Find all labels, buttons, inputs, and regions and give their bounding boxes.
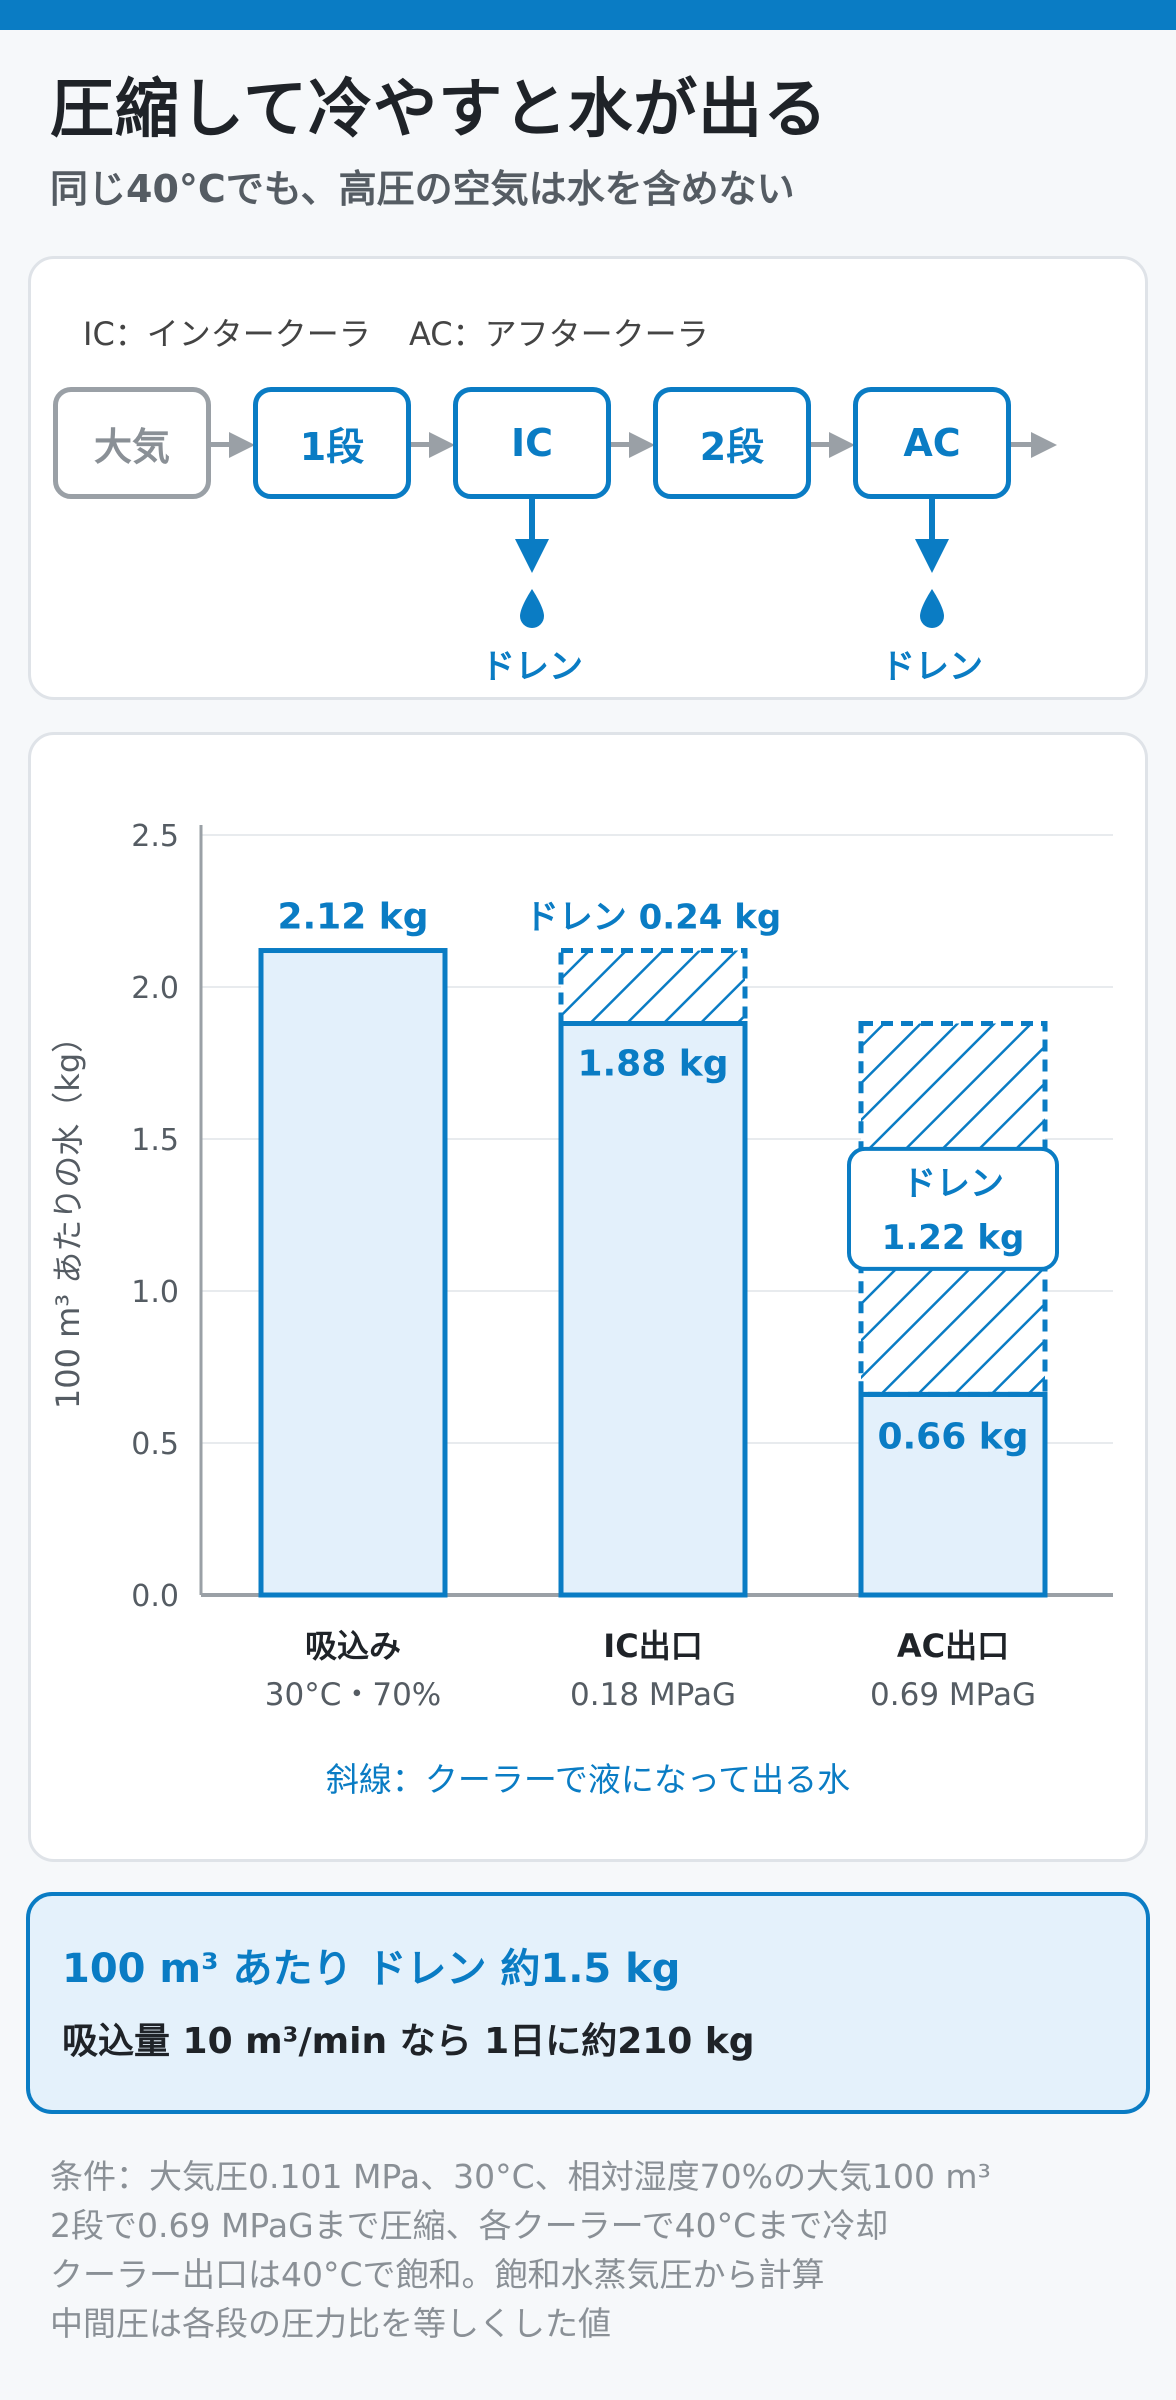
flow-arrow-head-3 [629,432,655,458]
y-axis-label: 100 m³ あたりの水（kg） [49,1021,87,1409]
value-label: 1.88 kg [577,1043,728,1084]
flow-arrow-1 [211,442,233,447]
flow-arrow-2 [411,442,433,447]
y-tick-label: 1.0 [131,1275,179,1310]
summary-box: 100 m³ あたり ドレン 約1.5 kg 吸込量 10 m³/min なら … [26,1892,1150,2114]
y-tick-label: 2.0 [131,971,179,1006]
ic-drain-label: ドレン [481,647,583,687]
x-category-sublabel: 0.18 MPaG [570,1677,736,1713]
page-subtitle: 同じ40°Cでも、高圧の空気は水を含めない [50,167,795,211]
drain-segment-1 [558,948,748,1026]
flow-arrow-head-5 [1031,432,1057,458]
note-line: 中間圧は各段の圧力比を等しくした値 [50,2304,611,2343]
ic-drain-arrow-head [515,539,549,573]
flow-arrow-3 [611,442,633,447]
water-bar-chart: 0.0 0.5 1.0 1.5 2.0 2.5 100 m³ あたりの水（kg） 2.12 k… [49,819,1113,1799]
water-drop-icon [920,589,944,628]
water-drop-icon [520,589,544,628]
flow-legend: IC：インタークーラ AC：アフタークーラ [83,309,737,355]
stage-1: 1段 [253,387,411,499]
summary-main: 100 m³ あたり ドレン 約1.5 kg [62,1946,681,1992]
drain-label: ドレン [902,1164,1004,1204]
summary-sub: 吸込量 10 m³/min なら 1日に約210 kg [62,2021,755,2062]
x-category-label: 吸込み [305,1627,401,1665]
drain-value-label: 1.22 kg [882,1218,1025,1258]
x-category-label: AC出口 [897,1627,1009,1665]
y-tick-label: 2.5 [131,819,179,854]
stage-atmosphere: 大気 [53,387,211,499]
drain-label-box [847,1146,1059,1271]
ic-drain-line [529,499,535,539]
note-line: 条件：大気圧0.101 MPa、30°C、相対湿度70%の大気100 m³ [50,2157,991,2196]
value-label: 0.66 kg [877,1416,1028,1457]
ac-drain-label: ドレン [881,647,983,687]
stage-ac: AC [853,387,1011,499]
flow-arrow-head-1 [229,432,255,458]
x-category-label: IC出口 [603,1627,702,1665]
stage-2: 2段 [653,387,811,499]
flow-arrow-head-4 [829,432,855,458]
bar-2 [558,1020,748,1598]
flow-arrow-5 [1011,442,1035,447]
x-category-sublabel: 30°C・70% [265,1677,442,1713]
note-line: 2段で0.69 MPaGまで圧縮、各クーラーで40°Cまで冷却 [50,2206,889,2245]
legend-ac: AC：アフタークーラ [408,315,709,353]
drain-label: ドレン 0.24 kg [525,898,782,938]
chart-card: 0.0 0.5 1.0 1.5 2.0 2.5 100 m³ あたりの水（kg） 2.12 k… [28,732,1148,1862]
y-tick-label: 1.5 [131,1123,179,1158]
bar-1 [258,948,448,1598]
legend-ic: IC：インタークーラ [83,315,371,353]
flow-arrow-4 [811,442,833,447]
y-tick-label: 0.0 [131,1579,179,1614]
page-title: 圧縮して冷やすと水が出る [50,73,829,147]
note-line: クーラー出口は40°Cで飽和。飽和水蒸気圧から計算 [50,2255,825,2294]
stage-ic: IC [453,387,611,499]
x-category-sublabel: 0.69 MPaG [870,1677,1036,1713]
conditions-notes: 条件：大気圧0.101 MPa、30°C、相対湿度70%の大気100 m³ 2段… [50,2152,991,2348]
top-accent-bar [0,0,1176,30]
ac-drain-arrow-head [915,539,949,573]
flow-diagram-card: IC：インタークーラ AC：アフタークーラ 大気 1段 IC 2段 AC ドレン… [28,256,1148,700]
ac-drain-line [929,499,935,539]
value-label: 2.12 kg [277,897,428,938]
y-tick-label: 0.5 [131,1427,179,1462]
chart-note: 斜線：クーラーで液になって出る水 [326,1760,850,1799]
flow-arrow-head-2 [429,432,455,458]
